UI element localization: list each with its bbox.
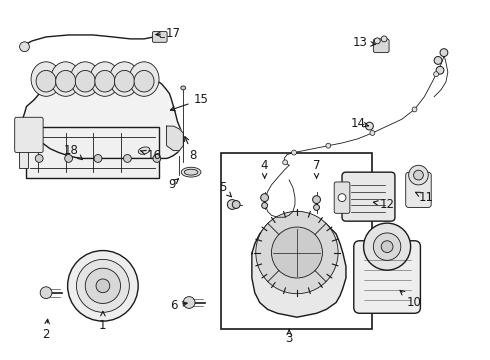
Circle shape <box>381 36 387 42</box>
Circle shape <box>283 160 288 165</box>
Ellipse shape <box>181 167 201 177</box>
Circle shape <box>123 154 131 162</box>
FancyBboxPatch shape <box>373 39 389 53</box>
Ellipse shape <box>129 62 159 96</box>
Text: 14: 14 <box>350 117 368 130</box>
Circle shape <box>434 57 442 64</box>
Ellipse shape <box>70 62 100 96</box>
Ellipse shape <box>184 169 198 175</box>
FancyBboxPatch shape <box>15 117 43 153</box>
Circle shape <box>412 107 417 112</box>
Text: 7: 7 <box>313 159 320 178</box>
FancyBboxPatch shape <box>334 182 350 213</box>
Circle shape <box>76 259 129 312</box>
Ellipse shape <box>109 62 140 96</box>
Circle shape <box>409 165 428 185</box>
Circle shape <box>338 194 346 202</box>
Circle shape <box>374 38 380 44</box>
Ellipse shape <box>138 147 150 154</box>
FancyBboxPatch shape <box>406 172 431 207</box>
Text: 2: 2 <box>42 319 50 341</box>
Circle shape <box>96 279 110 293</box>
Text: 15: 15 <box>171 93 208 111</box>
Text: 9: 9 <box>168 179 178 192</box>
Circle shape <box>261 194 269 202</box>
Ellipse shape <box>50 62 81 96</box>
Circle shape <box>262 203 268 208</box>
FancyBboxPatch shape <box>342 172 395 221</box>
Text: 6: 6 <box>170 299 187 312</box>
Circle shape <box>40 287 52 298</box>
Text: 11: 11 <box>416 191 434 204</box>
Polygon shape <box>23 74 183 158</box>
Text: 5: 5 <box>219 181 231 197</box>
FancyBboxPatch shape <box>152 32 167 42</box>
Circle shape <box>326 143 331 148</box>
Text: 3: 3 <box>285 329 293 345</box>
Circle shape <box>65 154 73 162</box>
Circle shape <box>227 199 237 210</box>
Circle shape <box>364 223 411 270</box>
Circle shape <box>183 297 195 309</box>
Ellipse shape <box>90 62 120 96</box>
Circle shape <box>153 154 161 162</box>
Polygon shape <box>167 126 183 150</box>
Circle shape <box>292 150 296 155</box>
Circle shape <box>232 201 240 208</box>
Circle shape <box>85 268 121 303</box>
Text: 12: 12 <box>373 198 394 211</box>
Circle shape <box>68 251 138 321</box>
Text: 17: 17 <box>156 27 181 40</box>
Ellipse shape <box>95 71 115 92</box>
Circle shape <box>20 42 29 51</box>
Text: 4: 4 <box>261 159 269 178</box>
Circle shape <box>440 49 448 57</box>
Text: 13: 13 <box>352 36 375 49</box>
Ellipse shape <box>181 86 186 90</box>
FancyBboxPatch shape <box>26 127 159 178</box>
Ellipse shape <box>56 71 75 92</box>
Text: 16: 16 <box>141 149 161 162</box>
Text: 18: 18 <box>64 144 82 159</box>
Circle shape <box>313 196 320 203</box>
Circle shape <box>373 233 401 260</box>
Bar <box>220 153 372 329</box>
Ellipse shape <box>36 71 56 92</box>
Ellipse shape <box>31 62 61 96</box>
Ellipse shape <box>115 71 134 92</box>
Text: 8: 8 <box>185 137 197 162</box>
Ellipse shape <box>75 71 95 92</box>
Circle shape <box>370 131 375 135</box>
Circle shape <box>94 154 102 162</box>
Text: 10: 10 <box>400 291 422 309</box>
FancyBboxPatch shape <box>19 137 28 168</box>
Circle shape <box>436 66 444 74</box>
Circle shape <box>314 204 319 210</box>
Circle shape <box>414 170 423 180</box>
Circle shape <box>256 211 338 294</box>
Circle shape <box>366 122 373 130</box>
Text: 1: 1 <box>99 311 107 332</box>
FancyBboxPatch shape <box>354 241 420 313</box>
Circle shape <box>271 227 322 278</box>
Circle shape <box>434 72 439 77</box>
Circle shape <box>35 154 43 162</box>
Ellipse shape <box>134 71 154 92</box>
Circle shape <box>381 241 393 252</box>
Polygon shape <box>252 211 346 317</box>
